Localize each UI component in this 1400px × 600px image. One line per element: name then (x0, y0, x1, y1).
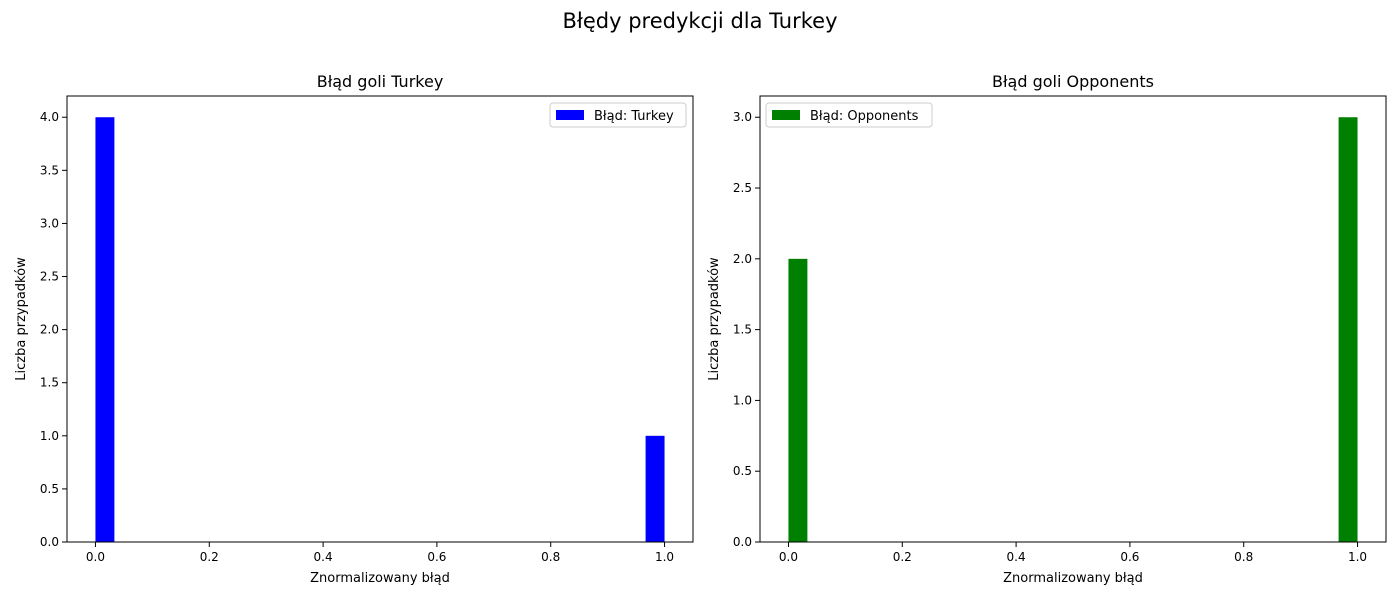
subplot-2: 0.0 0.2 0.4 0.6 0.8 1.0 0.0 0.5 1.0 1.5 2.0 2.5 3.0 B… (707, 72, 1387, 586)
y-tick-label: 1.5 (40, 376, 59, 390)
subplot-1: 0.0 0.2 0.4 0.6 0.8 1.0 0.0 0.5 1.0 1.5 2.0 2.5 3.0 3… (14, 72, 694, 586)
y-tick-label: 2.0 (733, 252, 752, 266)
x-tick-label: 1.0 (1348, 550, 1367, 564)
y-tick-label: 0.0 (733, 535, 752, 549)
y-tick-label: 3.0 (40, 216, 59, 230)
histogram-bar (788, 258, 808, 542)
y-tick-label: 2.5 (40, 270, 59, 284)
plots: 0.0 0.2 0.4 0.6 0.8 1.0 0.0 0.5 1.0 1.5 2.0 2.5 3.0 3… (14, 72, 1387, 586)
axes-frame (66, 95, 694, 543)
x-tick-label: 0.4 (314, 550, 333, 564)
legend: Błąd: Turkey (549, 102, 687, 128)
x-tick-label: 1.0 (655, 550, 674, 564)
legend-box (765, 102, 933, 128)
y-axis-label: Liczba przypadków (14, 257, 29, 381)
x-tick-label: 0.2 (893, 550, 912, 564)
x-tick-label: 0.8 (1234, 550, 1253, 564)
x-axis-label: Znormalizowany błąd (310, 571, 450, 586)
y-tick-label: 0.5 (40, 482, 59, 496)
y-tick-label: 1.0 (40, 429, 59, 443)
y-axis-label: Liczba przypadków (707, 257, 722, 381)
subplot-title: Błąd goli Turkey (317, 72, 444, 91)
x-tick-label: 0.6 (427, 550, 446, 564)
legend-swatch (556, 110, 584, 120)
legend-box (549, 102, 687, 128)
subplot-title: Błąd goli Opponents (992, 72, 1154, 91)
x-tick-label: 0.6 (1120, 550, 1139, 564)
x-tick-label: 0.4 (1007, 550, 1026, 564)
histogram-bar (645, 435, 665, 542)
legend-label: Błąd: Turkey (594, 109, 674, 124)
x-tick-label: 0.2 (200, 550, 219, 564)
y-tick-label: 0.5 (733, 464, 752, 478)
legend: Błąd: Opponents (765, 102, 933, 128)
x-axis-label: Znormalizowany błąd (1003, 571, 1143, 586)
y-tick-label: 0.0 (40, 535, 59, 549)
legend-swatch (772, 110, 800, 120)
y-tick-label: 1.5 (733, 323, 752, 337)
y-tick-label: 1.0 (733, 393, 752, 407)
y-tick-label: 3.5 (40, 163, 59, 177)
x-tick-label: 0.0 (86, 550, 105, 564)
y-tick-label: 2.0 (40, 323, 59, 337)
y-tick-label: 3.0 (733, 110, 752, 124)
legend-label: Błąd: Opponents (810, 109, 919, 124)
y-tick-label: 4.0 (40, 110, 59, 124)
axes-frame (759, 95, 1387, 543)
histogram-bar (95, 117, 115, 543)
figure-suptitle: Błędy predykcji dla Turkey (562, 9, 837, 33)
x-tick-label: 0.0 (779, 550, 798, 564)
histogram-bar (1338, 117, 1358, 543)
y-tick-label: 2.5 (733, 181, 752, 195)
x-tick-label: 0.8 (541, 550, 560, 564)
